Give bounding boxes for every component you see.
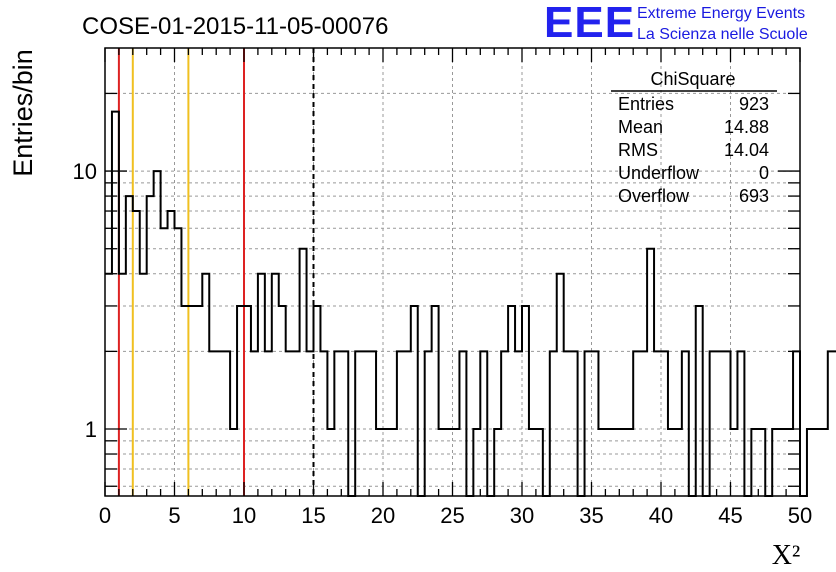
- stats-row-label: Entries: [618, 94, 674, 114]
- eee-logo-line-1: Extreme Energy Events: [637, 5, 806, 22]
- stats-row-value: 0: [759, 163, 769, 183]
- stats-row-value: 14.04: [724, 140, 769, 160]
- stats-row-label: Overflow: [618, 186, 690, 206]
- histogram-bars: [105, 110, 836, 497]
- x-tick-label: 15: [301, 503, 325, 528]
- stats-rows: Entries 923 Mean 14.88 RMS 14.04 Underflow 0 Ove…: [618, 94, 769, 206]
- x-tick-label: 40: [649, 503, 673, 528]
- x-tick-label: 45: [718, 503, 742, 528]
- stats-row-label: Mean: [618, 117, 663, 137]
- eee-logo-line-2: La Scienza nelle Scuole: [637, 26, 808, 43]
- histogram-outline: [105, 110, 836, 497]
- x-tick-label: 35: [579, 503, 603, 528]
- x-tick-label: 20: [371, 503, 395, 528]
- eee-logo-letters: EEE: [544, 0, 636, 47]
- stats-row-value: 693: [739, 186, 769, 206]
- x-tick-label: 5: [168, 503, 180, 528]
- x-tick-label: 50: [788, 503, 812, 528]
- stats-row-value: 14.88: [724, 117, 769, 137]
- y-tick-label: 1: [85, 417, 97, 442]
- x-tick-label: 30: [510, 503, 534, 528]
- x-axis-label: X²: [772, 540, 801, 571]
- stats-row-value: 923: [739, 94, 769, 114]
- eee-logo: EEE Extreme Energy Events La Scienza nel…: [544, 0, 834, 48]
- chart-title: COSE-01-2015-11-05-00076: [82, 13, 388, 40]
- y-tick-label: 10: [73, 159, 97, 184]
- x-tick-label: 0: [99, 503, 111, 528]
- axes: 0 5 10 15 20 25 30 35 40 45 50 1 10: [73, 47, 812, 528]
- stats-row-label: RMS: [618, 140, 658, 160]
- stats-box: ChiSquare Entries 923 Mean 14.88 RMS 14.04 Und…: [611, 69, 777, 206]
- x-tick-label: 25: [440, 503, 464, 528]
- stats-box-title: ChiSquare: [650, 69, 735, 89]
- stats-row-label: Underflow: [618, 163, 700, 183]
- x-tick-label: 10: [232, 503, 256, 528]
- grid-lines: [105, 48, 800, 496]
- y-axis-label: Entries/bin: [8, 49, 38, 177]
